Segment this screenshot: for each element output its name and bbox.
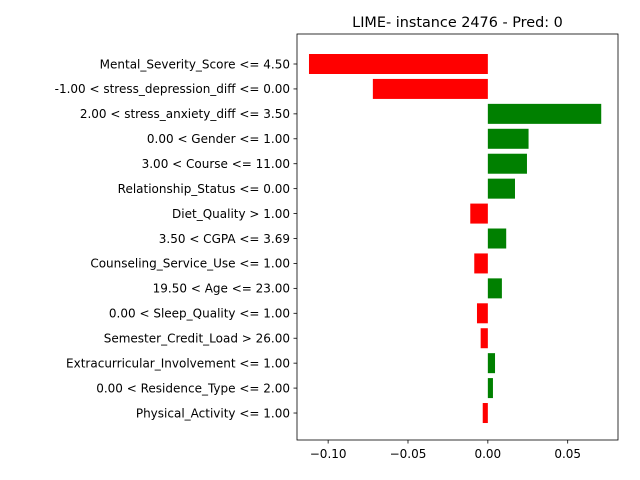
y-tick-label: 2.00 < stress_anxiety_diff <= 3.50 [80, 107, 290, 121]
bar [487, 178, 515, 199]
y-tick-label: 3.00 < Course <= 11.00 [142, 157, 290, 171]
x-tick-label: −0.05 [390, 447, 427, 461]
x-tick-label: 0.05 [554, 447, 581, 461]
x-tick-label: −0.10 [310, 447, 347, 461]
y-tick-label: 19.50 < Age <= 23.00 [153, 282, 290, 296]
y-tick-label: 0.00 < Gender <= 1.00 [147, 132, 290, 146]
bar [487, 353, 496, 374]
bar [470, 203, 488, 224]
plot-frame [296, 33, 619, 441]
chart-title: LIME- instance 2476 - Pred: 0 [352, 15, 563, 31]
y-tick-label: -1.00 < stress_depression_diff <= 0.00 [55, 82, 290, 96]
bar [487, 228, 507, 249]
bar [372, 78, 488, 99]
y-tick-label: Extracurricular_Involvement <= 1.00 [66, 356, 290, 370]
y-tick-label: Diet_Quality > 1.00 [172, 207, 290, 221]
bars-group [308, 54, 602, 424]
y-tick-label: 3.50 < CGPA <= 3.69 [159, 232, 290, 246]
bar [480, 328, 488, 349]
y-tick-label: Mental_Severity_Score <= 4.50 [100, 57, 290, 71]
y-tick-label: Physical_Activity <= 1.00 [136, 406, 290, 420]
bar [487, 278, 502, 299]
y-tick-label: Semester_Credit_Load > 26.00 [104, 332, 290, 346]
y-tick-label: 0.00 < Sleep_Quality <= 1.00 [109, 307, 290, 321]
bar [487, 103, 602, 124]
bar [474, 253, 488, 274]
x-tick-label: 0.00 [474, 447, 501, 461]
bar [487, 128, 529, 149]
bar [482, 403, 488, 424]
bar [476, 303, 488, 324]
y-tick-label: Relationship_Status <= 0.00 [118, 182, 290, 196]
y-axis-ticks: Mental_Severity_Score <= 4.50 -1.00 < str… [55, 57, 297, 420]
bar [487, 378, 493, 399]
y-tick-label: Counseling_Service_Use <= 1.00 [90, 257, 290, 271]
bar [308, 54, 488, 74]
y-tick-label: 0.00 < Residence_Type <= 2.00 [96, 381, 290, 395]
x-axis-ticks: −0.10 −0.05 0.00 0.05 [310, 440, 581, 461]
bar [487, 153, 527, 174]
